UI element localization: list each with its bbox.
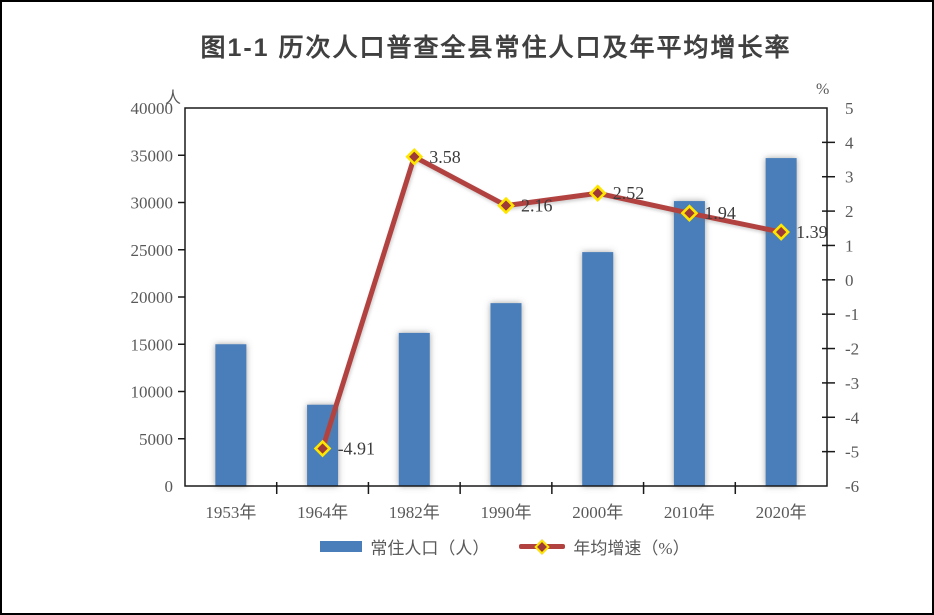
- x-axis-label: 2010年: [664, 503, 715, 522]
- point-label-2020年: 1.39: [796, 222, 828, 242]
- marker-2020年: [772, 223, 790, 241]
- right-axis-label: 0: [845, 271, 854, 290]
- x-axis-label: 2000年: [572, 503, 623, 522]
- right-axis-label: -6: [845, 477, 859, 496]
- right-axis-label: -3: [845, 374, 859, 393]
- chart-title: 图1-1 历次人口普查全县常住人口及年平均增长率: [200, 34, 792, 62]
- legend-line-swatch-icon: [519, 538, 566, 555]
- right-axis-label: -5: [845, 443, 859, 462]
- right-axis-label: 5: [845, 99, 854, 118]
- legend-item-resident-population: 常住人口（人）: [320, 534, 489, 559]
- x-axis-label: 1982年: [389, 503, 440, 522]
- bar-1953年: [215, 344, 247, 486]
- bar-1982年: [398, 332, 430, 486]
- legend-label-resident-population: 常住人口（人）: [370, 539, 490, 558]
- right-axis-unit-label: %: [816, 81, 830, 98]
- left-axis-label: 40000: [131, 99, 174, 118]
- right-axis-label: 2: [845, 202, 854, 221]
- marker-2010年: [680, 204, 699, 222]
- bar-2020年: [765, 158, 797, 486]
- bar-1990年: [490, 303, 522, 486]
- right-axis-label: -4: [845, 408, 860, 427]
- x-axis-label: 1964年: [297, 503, 348, 522]
- left-axis-label: 25000: [131, 241, 174, 260]
- right-axis-label: 1: [845, 236, 854, 255]
- legend-diamond-icon: [534, 538, 551, 555]
- left-axis-label: 30000: [131, 194, 174, 213]
- point-label-1964年: -4.91: [338, 439, 376, 459]
- marker-2000年: [588, 184, 607, 203]
- point-label-2010年: 1.94: [704, 203, 736, 223]
- left-axis-unit-label: 人: [165, 90, 182, 107]
- left-axis-label: 35000: [131, 146, 174, 165]
- x-axis-label: 1953年: [205, 503, 256, 522]
- right-axis-label: 4: [845, 133, 854, 152]
- bar-2000年: [582, 252, 614, 486]
- left-axis-label: 10000: [131, 383, 174, 402]
- point-label-1982年: 3.58: [429, 147, 461, 167]
- left-axis-label: 15000: [131, 335, 174, 354]
- legend-label-growth-rate: 年均增速（%）: [573, 539, 690, 558]
- x-axis-label: 2020年: [756, 503, 807, 522]
- right-axis-label: -1: [845, 305, 859, 324]
- right-axis-label: -2: [845, 340, 859, 359]
- legend-bar-swatch-icon: [320, 541, 363, 552]
- growth-rate-line: [320, 154, 784, 452]
- chart-legend: 常住人口（人） 年均增速（%）: [2, 534, 932, 559]
- left-axis-label: 0: [165, 477, 174, 496]
- point-label-1990年: 2.16: [521, 196, 553, 216]
- left-axis-label: 20000: [131, 288, 174, 307]
- point-label-2000年: 2.52: [613, 183, 645, 203]
- left-axis-label: 5000: [139, 430, 173, 449]
- marker-1964年: [313, 439, 332, 458]
- bar-2010年: [673, 201, 705, 486]
- x-axis-label: 1990年: [481, 503, 532, 522]
- marker-1982年: [405, 147, 424, 166]
- legend-item-growth-rate: 年均增速（%）: [519, 534, 690, 559]
- right-axis-label: 3: [845, 168, 854, 187]
- marker-1990年: [497, 196, 515, 215]
